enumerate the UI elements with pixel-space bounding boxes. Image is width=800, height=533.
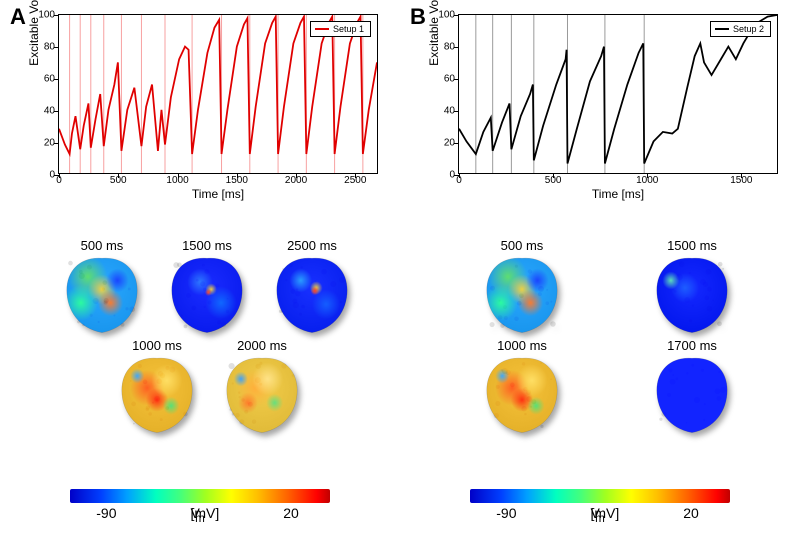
panel-a-chart: Setup 1 Excitable Volume [%] Time [ms] 0… xyxy=(58,14,378,174)
thumbnail-label: 1000 ms xyxy=(472,338,572,353)
thumbnail-label: 2000 ms xyxy=(212,338,312,353)
legend-swatch-a xyxy=(315,28,329,30)
thumbnail-label: 500 ms xyxy=(472,238,572,253)
panel-a-xlabel: Time [ms] xyxy=(192,187,244,201)
thumbnail: 1500 ms xyxy=(642,238,742,335)
thumbnail-label: 1700 ms xyxy=(642,338,742,353)
panel-a-label: A xyxy=(10,4,26,30)
colorbar-ticks: -90 Vm [mV] 20 xyxy=(70,505,330,523)
heart-icon xyxy=(162,255,252,335)
legend-label-a: Setup 1 xyxy=(333,24,364,34)
cbar-label: Vm [mV] xyxy=(595,505,605,525)
panel-a: A Setup 1 Excitable Volume [%] Time [ms]… xyxy=(0,0,400,533)
thumbnail: 2500 ms xyxy=(262,238,362,335)
cbar-min: -90 xyxy=(96,505,116,521)
colorbar-ticks: -90 Vm [mV] 20 xyxy=(470,505,730,523)
legend-label-b: Setup 2 xyxy=(733,24,764,34)
heart-icon xyxy=(217,355,307,435)
heart-icon xyxy=(267,255,357,335)
cbar-label: Vm [mV] xyxy=(195,505,205,525)
thumbnail: 500 ms xyxy=(52,238,152,335)
thumbnail: 1000 ms xyxy=(107,338,207,435)
figure-root: A Setup 1 Excitable Volume [%] Time [ms]… xyxy=(0,0,800,533)
panel-a-legend: Setup 1 xyxy=(310,21,371,37)
heart-icon xyxy=(112,355,202,435)
thumbnail: 1500 ms xyxy=(157,238,257,335)
heart-icon xyxy=(647,255,737,335)
panel-b-chart: Setup 2 Excitable Volume [%] Time [ms] 0… xyxy=(458,14,778,174)
heart-icon xyxy=(57,255,147,335)
panel-a-chart-wrap: Setup 1 Excitable Volume [%] Time [ms] 0… xyxy=(40,14,388,204)
thumbnail-label: 1500 ms xyxy=(157,238,257,253)
panel-a-colorbar: -90 Vm [mV] 20 xyxy=(70,489,330,523)
heart-icon xyxy=(477,355,567,435)
colorbar-gradient xyxy=(70,489,330,503)
thumbnail: 1700 ms xyxy=(642,338,742,435)
thumbnail-label: 2500 ms xyxy=(262,238,362,253)
thumbnail-label: 500 ms xyxy=(52,238,152,253)
panel-a-svg xyxy=(59,15,377,173)
cbar-min: -90 xyxy=(496,505,516,521)
thumbnail: 1000 ms xyxy=(472,338,572,435)
heart-icon xyxy=(477,255,567,335)
thumbnail-label: 1000 ms xyxy=(107,338,207,353)
panel-b-chart-wrap: Setup 2 Excitable Volume [%] Time [ms] 0… xyxy=(440,14,788,204)
panel-b-legend: Setup 2 xyxy=(710,21,771,37)
panel-b-thumbnails: 500 ms 1500 ms 1000 ms 1700 ms xyxy=(442,238,788,448)
thumbnail: 2000 ms xyxy=(212,338,312,435)
cbar-max: 20 xyxy=(283,505,299,521)
colorbar-gradient xyxy=(470,489,730,503)
thumbnail: 500 ms xyxy=(472,238,572,335)
panel-b-svg xyxy=(459,15,777,173)
thumbnail-label: 1500 ms xyxy=(642,238,742,253)
panel-b-xlabel: Time [ms] xyxy=(592,187,644,201)
panel-b: B Setup 2 Excitable Volume [%] Time [ms]… xyxy=(400,0,800,533)
panel-b-label: B xyxy=(410,4,426,30)
cbar-max: 20 xyxy=(683,505,699,521)
heart-icon xyxy=(647,355,737,435)
legend-swatch-b xyxy=(715,28,729,30)
panel-a-thumbnails: 500 ms 1500 ms 2500 ms 1000 ms 2000 ms xyxy=(42,238,388,448)
panel-b-colorbar: -90 Vm [mV] 20 xyxy=(470,489,730,523)
